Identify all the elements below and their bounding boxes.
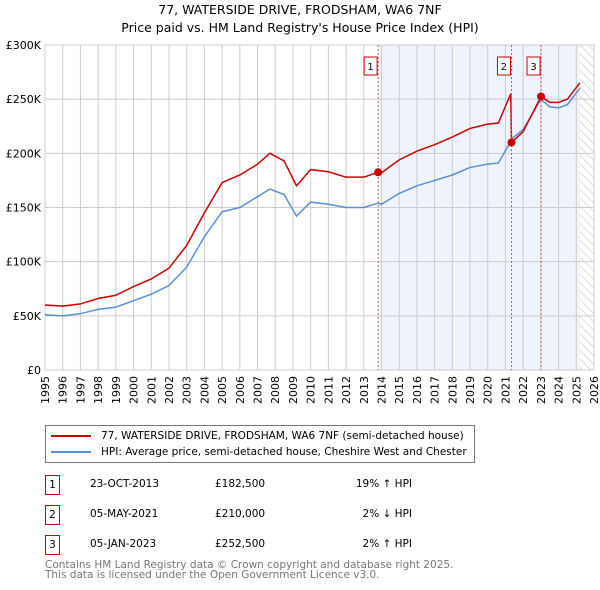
sale-point [507, 138, 516, 147]
x-tick-label: 1997 [74, 376, 87, 404]
x-tick-label: 1998 [92, 376, 105, 404]
sale-marker-box [496, 56, 511, 76]
sale-date: 23-OCT-2013 [90, 478, 159, 490]
x-tick-label: 2004 [198, 376, 211, 404]
sale-row: 1 23-OCT-2013 £182,500 19% ↑ HPI [45, 475, 445, 495]
sale-row: 2 05-MAY-2021 £210,000 2% ↓ HPI [45, 505, 445, 525]
x-tick-label: 2002 [163, 376, 176, 404]
x-tick-label: 2005 [216, 376, 229, 404]
y-tick-label: £0 [27, 364, 41, 377]
sale-date: 05-JAN-2023 [90, 538, 157, 550]
x-tick-label: 2020 [482, 376, 495, 404]
legend-hpi: HPI: Average price, semi-detached house,… [101, 446, 467, 458]
x-tick-label: 2016 [411, 376, 424, 404]
chart-title: 77, WATERSIDE DRIVE, FRODSHAM, WA6 7NF [158, 2, 442, 17]
x-tick-label: 2010 [305, 376, 318, 404]
footer-line-1: Contains HM Land Registry data © Crown c… [45, 559, 454, 571]
legend-swatch-hpi [51, 451, 91, 453]
sale-hpi-diff: 2% ↑ HPI [362, 538, 412, 550]
x-tick-label: 1999 [110, 376, 123, 404]
sale-price: £182,500 [215, 478, 266, 490]
x-tick-label: 1995 [39, 376, 52, 404]
sale-date: 05-MAY-2021 [90, 508, 159, 520]
sale-hpi-diff: 19% ↑ HPI [355, 478, 412, 490]
y-tick-label: £250K [6, 93, 42, 106]
x-tick-label: 2014 [375, 376, 388, 404]
x-tick-label: 2003 [181, 376, 194, 404]
y-tick-label: £300K [6, 39, 42, 52]
y-tick-label: £50K [13, 310, 42, 323]
x-tick-label: 2024 [553, 376, 566, 404]
sale-point [374, 168, 383, 177]
x-tick-label: 2026 [588, 376, 600, 404]
x-tick-label: 2015 [393, 376, 406, 404]
x-tick-label: 2018 [446, 376, 459, 404]
y-tick-label: £200K [6, 147, 42, 160]
x-tick-label: 2007 [252, 376, 265, 404]
sale-marker-label: 2 [45, 505, 60, 525]
sale-marker-label: 2 [501, 62, 507, 73]
sale-price: £252,500 [215, 538, 266, 550]
sale-point [537, 92, 546, 101]
y-tick-label: £100K [6, 256, 42, 269]
y-tick-label: £150K [6, 202, 42, 215]
sale-marker-box [526, 56, 541, 76]
hpi-line [44, 87, 581, 317]
x-tick-label: 2019 [464, 376, 477, 404]
x-tick-label: 2012 [340, 376, 353, 404]
sale-marker-label: 1 [367, 62, 373, 73]
x-tick-label: 2008 [269, 376, 282, 404]
x-tick-label: 1996 [57, 376, 70, 404]
x-tick-label: 2001 [145, 376, 158, 404]
sale-price: £210,000 [215, 508, 266, 520]
legend-swatch-price [51, 435, 91, 437]
x-tick-label: 2021 [499, 376, 512, 404]
x-tick-label: 2025 [570, 376, 583, 404]
sale-marker-label: 3 [530, 62, 536, 73]
footer: Contains HM Land Registry data © Crown c… [45, 559, 454, 581]
x-tick-label: 2009 [287, 376, 300, 404]
sale-marker-label: 3 [45, 535, 60, 555]
x-tick-label: 2011 [322, 376, 335, 404]
price-chart: 1995 1996 1997 1998 1999 2000 2001 2002 2003 2004… [6, 39, 600, 404]
legend: 77, WATERSIDE DRIVE, FRODSHAM, WA6 7NF (… [45, 425, 475, 463]
sale-marker-label: 1 [45, 475, 60, 495]
x-tick-label: 2006 [234, 376, 247, 404]
x-tick-label: 2022 [517, 376, 530, 404]
sale-hpi-diff: 2% ↓ HPI [362, 508, 412, 520]
x-tick-label: 2000 [128, 376, 141, 404]
x-tick-label: 2013 [358, 376, 371, 404]
legend-price: 77, WATERSIDE DRIVE, FRODSHAM, WA6 7NF (… [101, 430, 464, 442]
sale-row: 3 05-JAN-2023 £252,500 2% ↑ HPI [45, 535, 445, 555]
chart-subtitle: Price paid vs. HM Land Registry's House … [121, 20, 479, 35]
footer-line-2: This data is licensed under the Open Gov… [45, 569, 380, 581]
sale-marker-box [363, 56, 378, 76]
x-tick-label: 2017 [429, 376, 442, 404]
plot-frame [44, 44, 595, 371]
x-tick-label: 2023 [535, 376, 548, 404]
